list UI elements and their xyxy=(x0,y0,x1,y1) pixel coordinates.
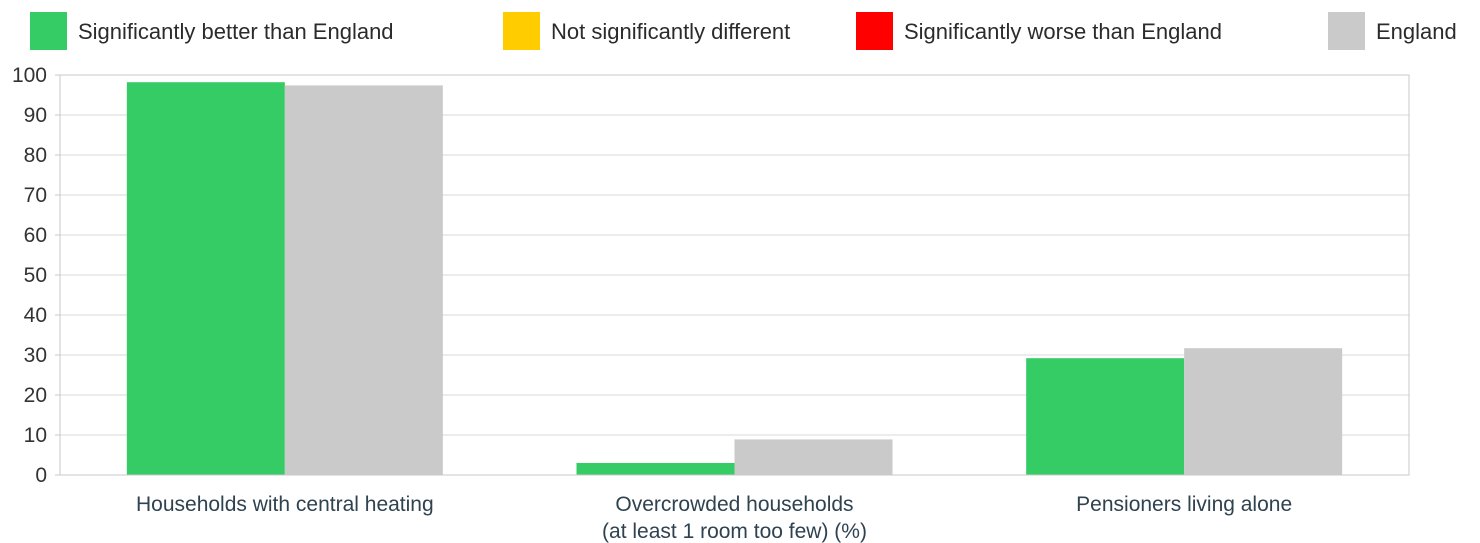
bar xyxy=(284,85,443,476)
legend-item: Significantly better than England xyxy=(30,12,394,50)
legend: Significantly better than England Not sig… xyxy=(30,12,1457,50)
category-label-line: (at least 1 room too few) (%) xyxy=(602,520,867,543)
legend-label: Significantly better than England xyxy=(78,19,394,44)
legend-item: Significantly worse than England xyxy=(856,12,1222,50)
category-label-line: Households with central heating xyxy=(136,493,434,516)
y-tick-label: 80 xyxy=(24,144,47,167)
y-tick-label: 30 xyxy=(24,344,47,367)
legend-label: England xyxy=(1376,19,1457,44)
legend-swatch xyxy=(856,12,893,50)
y-tick-label: 100 xyxy=(12,64,47,87)
legend-swatch xyxy=(30,12,67,50)
category-label-line: Overcrowded households xyxy=(615,493,853,516)
bars xyxy=(126,82,1343,476)
y-tick-label: 40 xyxy=(24,304,47,327)
bar xyxy=(126,82,285,475)
y-tick-label: 70 xyxy=(24,184,47,207)
y-tick-label: 10 xyxy=(24,424,47,447)
legend-label: Not significantly different xyxy=(551,19,790,44)
y-tick-label: 50 xyxy=(24,264,47,287)
bar xyxy=(1184,348,1343,475)
category-label: Pensioners living alone xyxy=(1076,493,1292,516)
category-label-line: Pensioners living alone xyxy=(1076,493,1292,516)
y-tick-label: 90 xyxy=(24,104,47,127)
legend-swatch xyxy=(503,12,540,50)
category-label: Overcrowded households (at least 1 room t… xyxy=(602,493,867,543)
y-tick-label: 20 xyxy=(24,384,47,407)
bar xyxy=(1026,358,1185,475)
y-axis: 0 10 20 30 40 50 60 70 80 90 100 xyxy=(12,64,60,487)
x-axis: Households with central heating Overcrowd… xyxy=(136,493,1292,543)
category-label: Households with central heating xyxy=(136,493,434,516)
bar xyxy=(576,463,735,475)
y-tick-label: 60 xyxy=(24,224,47,247)
legend-label: Significantly worse than England xyxy=(904,19,1222,44)
bar xyxy=(734,439,893,475)
y-tick-label: 0 xyxy=(35,464,47,487)
legend-swatch xyxy=(1328,12,1365,50)
legend-item: England xyxy=(1328,12,1457,50)
legend-item: Not significantly different xyxy=(503,12,790,50)
